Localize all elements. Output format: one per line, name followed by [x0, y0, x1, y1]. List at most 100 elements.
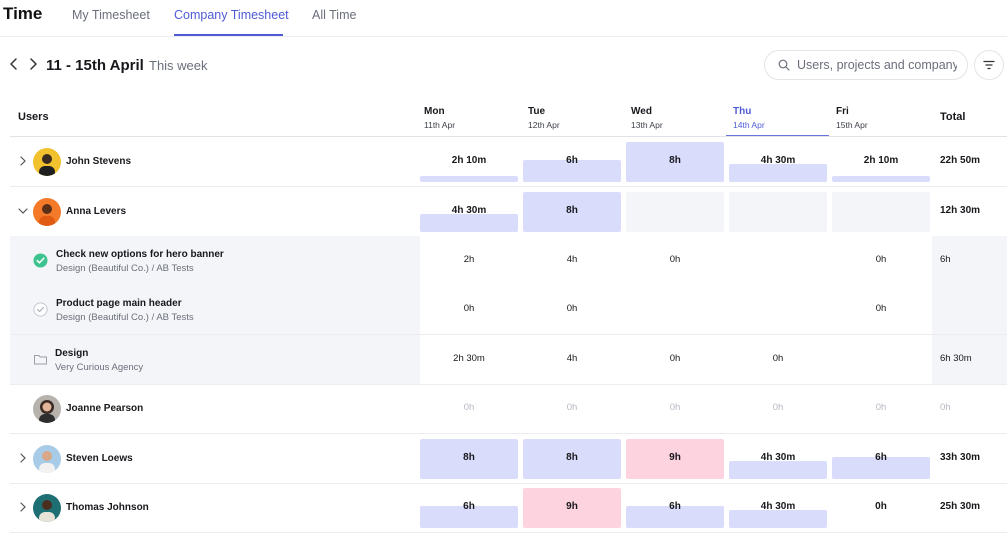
time-cell[interactable]: 9h — [523, 483, 624, 532]
folder-icon — [34, 355, 47, 365]
user-row-anna-levers[interactable]: Anna Levers 4h 30m 8h 12h 30m — [10, 187, 1007, 237]
cell-value: 8h — [566, 452, 578, 463]
cell-value: 4h 30m — [451, 205, 487, 216]
time-cell[interactable]: 0h — [626, 335, 727, 384]
time-cell[interactable]: 0h — [729, 335, 830, 384]
chevron-down-icon[interactable] — [18, 206, 28, 216]
cell-value: 0h — [875, 254, 887, 265]
time-cell[interactable]: 8h — [523, 187, 624, 236]
time-cell[interactable]: 2h 10m — [420, 137, 521, 186]
time-cell[interactable]: 8h — [420, 434, 521, 483]
task-title: Check new options for hero banner — [56, 249, 224, 260]
row-total: 0h — [940, 402, 951, 413]
chevron-right-icon[interactable] — [18, 502, 28, 512]
time-cell[interactable] — [729, 187, 830, 236]
user-row-thomas-johnson[interactable]: Thomas Johnson 6h 9h 6h 4h 30m 0h 25h 30… — [10, 483, 1007, 533]
next-week-button[interactable] — [25, 56, 41, 72]
user-name: Anna Levers — [66, 206, 127, 217]
tab-my-timesheet[interactable]: My Timesheet — [72, 8, 150, 22]
column-header-tue[interactable]: Tue 12th Apr — [528, 106, 560, 130]
time-cell[interactable]: 0h — [523, 384, 624, 433]
row-total: 25h 30m — [940, 501, 981, 512]
avatar — [33, 395, 61, 423]
cell-value: 6h — [875, 452, 887, 463]
search-input[interactable] — [797, 56, 957, 74]
time-cell[interactable]: 0h — [523, 285, 624, 334]
time-cell[interactable]: 2h — [420, 236, 521, 285]
column-header-wed[interactable]: Wed 13th Apr — [631, 106, 663, 130]
time-cell[interactable]: 4h 30m — [729, 434, 830, 483]
time-cell[interactable]: 0h — [626, 236, 727, 285]
row-total: 22h 50m — [940, 155, 981, 166]
time-cell[interactable]: 0h — [420, 285, 521, 334]
time-cell[interactable]: 4h — [523, 236, 624, 285]
day-date: 13th Apr — [631, 120, 663, 130]
column-header-fri[interactable]: Fri 15th Apr — [836, 106, 868, 130]
task-meta: Design (Beautiful Co.) / AB Tests — [56, 263, 194, 274]
tab-company-timesheet[interactable]: Company Timesheet — [174, 8, 289, 22]
time-cell[interactable]: 0h — [832, 236, 933, 285]
time-cell[interactable] — [626, 187, 727, 236]
time-cell[interactable]: 4h — [523, 335, 624, 384]
cell-value: 9h — [669, 452, 681, 463]
chevron-right-icon — [30, 58, 37, 70]
time-cell[interactable]: 2h 10m — [832, 137, 933, 186]
time-cell[interactable]: 6h — [626, 483, 727, 532]
user-row-joanne-pearson[interactable]: Joanne Pearson 0h 0h 0h 0h 0h 0h — [10, 384, 1007, 434]
time-cell[interactable]: 8h — [626, 137, 727, 186]
search-icon — [778, 59, 790, 71]
day-date: 11th Apr — [424, 120, 456, 130]
day-name: Wed — [631, 106, 652, 117]
column-header-thu[interactable]: Thu 14th Apr — [733, 106, 765, 130]
cell-value: 4h 30m — [760, 452, 796, 463]
time-cell[interactable]: 4h 30m — [420, 187, 521, 236]
time-cell[interactable] — [832, 335, 933, 384]
task-meta: Design (Beautiful Co.) / AB Tests — [56, 312, 194, 323]
time-cell[interactable] — [832, 187, 933, 236]
task-row[interactable]: Check new options for hero banner Design… — [10, 236, 1007, 286]
time-cell[interactable]: 0h — [832, 384, 933, 433]
user-row-john-stevens[interactable]: John Stevens 2h 10m 6h 8h 4h 30m 2h 10m … — [10, 137, 1007, 187]
time-cell[interactable]: 8h — [523, 434, 624, 483]
cell-value: 4h 30m — [760, 155, 796, 166]
cell-value: 0h — [875, 501, 887, 512]
tab-all-time[interactable]: All Time — [312, 8, 357, 22]
time-cell[interactable]: 0h — [626, 384, 727, 433]
users-column-header: Users — [18, 111, 49, 123]
week-subtitle: This week — [149, 58, 208, 73]
time-cell[interactable]: 2h 30m — [420, 335, 521, 384]
time-cell[interactable]: 6h — [420, 483, 521, 532]
check-circle-icon[interactable] — [33, 253, 48, 268]
chevron-right-icon[interactable] — [18, 453, 28, 463]
filter-button[interactable] — [974, 50, 1004, 80]
time-cell[interactable]: 4h 30m — [729, 483, 830, 532]
time-cell[interactable]: 4h 30m — [729, 137, 830, 186]
time-cell[interactable]: 6h — [832, 434, 933, 483]
cell-value: 4h — [566, 353, 578, 364]
user-row-steven-loews[interactable]: Steven Loews 8h 8h 9h 4h 30m 6h 33h 30m — [10, 434, 1007, 484]
user-name: John Stevens — [66, 156, 132, 167]
cell-value: 0h — [463, 303, 475, 314]
time-cell[interactable] — [626, 285, 727, 334]
cell-value: 0h — [669, 254, 681, 265]
previous-week-button[interactable] — [6, 56, 22, 72]
chevron-right-icon[interactable] — [18, 156, 28, 166]
time-cell[interactable]: 0h — [832, 483, 933, 532]
column-header-mon[interactable]: Mon 11th Apr — [424, 106, 455, 130]
chevron-left-icon — [10, 58, 17, 70]
time-cell[interactable] — [729, 285, 830, 334]
project-row[interactable]: Design Very Curious Agency 2h 30m 4h 0h … — [10, 335, 1007, 385]
cell-value: 6h — [669, 501, 681, 512]
time-cell[interactable]: 6h — [523, 137, 624, 186]
row-total: 12h 30m — [940, 205, 981, 216]
time-cell[interactable]: 0h — [729, 384, 830, 433]
check-circle-outline-icon[interactable] — [33, 302, 48, 317]
time-cell[interactable]: 9h — [626, 434, 727, 483]
time-cell[interactable]: 0h — [832, 285, 933, 334]
user-name: Joanne Pearson — [66, 403, 144, 414]
task-row[interactable]: Product page main header Design (Beautif… — [10, 285, 1007, 335]
time-cell[interactable]: 0h — [420, 384, 521, 433]
cell-value: 8h — [566, 205, 578, 216]
time-cell[interactable] — [729, 236, 830, 285]
day-name: Tue — [528, 106, 546, 117]
